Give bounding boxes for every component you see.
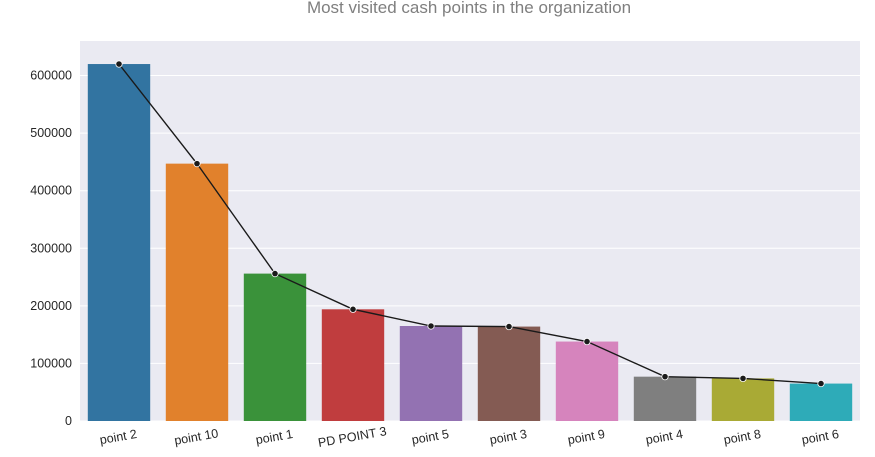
- trend-line-point: [583, 337, 591, 346]
- chart-title: Most visited cash points in the organiza…: [307, 0, 631, 17]
- trend-line-point: [349, 305, 357, 313]
- x-tick-label: point 5: [411, 427, 450, 447]
- x-tick-label: point 9: [567, 427, 606, 447]
- bar: [711, 378, 775, 421]
- trend-line-point: [271, 270, 279, 278]
- trend-line: [115, 60, 825, 388]
- bar: [243, 273, 307, 421]
- y-tick-label: 500000: [30, 126, 72, 140]
- trend-line-point: [427, 322, 435, 330]
- y-tick-label: 200000: [30, 299, 72, 313]
- trend-line-point: [817, 379, 825, 388]
- y-axis-ticks: 0 100000 200000 300000 400000 500000 600000: [30, 69, 72, 428]
- y-tick-label: 100000: [30, 356, 72, 370]
- x-tick-label: point 3: [489, 427, 528, 447]
- x-tick-label: point 8: [723, 427, 762, 447]
- trend-line-path: [118, 63, 822, 385]
- bar: [477, 326, 541, 421]
- bars: [87, 64, 853, 422]
- bar: [399, 326, 463, 421]
- bar: [165, 163, 229, 422]
- bar: [321, 309, 385, 421]
- x-tick-label: point 4: [645, 427, 684, 447]
- bar: [789, 383, 853, 421]
- bar: [87, 64, 151, 421]
- trend-line-point: [505, 322, 513, 331]
- x-tick-label: point 2: [99, 427, 138, 447]
- y-tick-label: 400000: [30, 184, 72, 198]
- trend-line-point: [739, 374, 747, 382]
- x-tick-label: point 6: [801, 427, 840, 447]
- bar: [633, 376, 697, 421]
- x-tick-label: PD POINT 3: [317, 424, 388, 450]
- x-axis-ticks: point 2 point 10 point 1 PD POINT 3 point 5 p…: [99, 424, 840, 450]
- y-tick-label: 0: [65, 414, 72, 428]
- trend-line-point: [115, 60, 123, 68]
- y-tick-label: 600000: [30, 69, 72, 83]
- trend-line-point: [193, 160, 201, 168]
- y-tick-label: 300000: [30, 241, 72, 255]
- bar: [555, 341, 619, 421]
- x-tick-label: point 10: [173, 426, 219, 448]
- x-tick-label: point 1: [255, 427, 294, 447]
- trend-line-point: [661, 373, 669, 381]
